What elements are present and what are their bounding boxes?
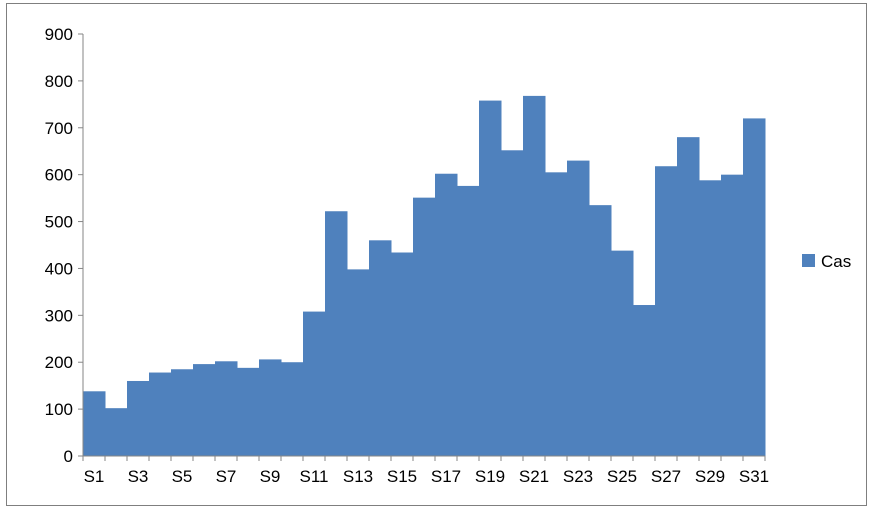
bar-s25 <box>611 250 634 456</box>
legend: Cas <box>802 252 851 271</box>
x-tick-label: S1 <box>84 467 105 486</box>
y-tick-label: 300 <box>45 306 73 325</box>
chart-frame: 0 100 200 300 400 500 600 700 800 900 S1 S3 S5 S7 S9 S… <box>6 3 867 506</box>
x-tick-label: S23 <box>563 467 593 486</box>
bar-s15 <box>391 252 414 456</box>
y-tick-label: 900 <box>45 25 73 44</box>
bar-s29 <box>699 180 722 456</box>
bar-s3 <box>127 380 150 456</box>
x-tick-label: S25 <box>607 467 637 486</box>
x-tick-label: S17 <box>431 467 461 486</box>
x-tick-label: S7 <box>216 467 237 486</box>
x-tick-label: S11 <box>300 467 329 486</box>
y-tick-label: 0 <box>64 447 73 466</box>
bar-s5 <box>171 369 194 456</box>
bar-s11 <box>303 311 326 456</box>
bar-s19 <box>479 100 502 457</box>
y-axis-ticks: 0 100 200 300 400 500 600 700 800 900 <box>45 25 83 466</box>
y-tick-label: 100 <box>45 400 73 419</box>
x-tick-label: S19 <box>475 467 505 486</box>
bars-group <box>83 95 766 457</box>
x-tick-label: S5 <box>172 467 193 486</box>
bar-s28 <box>677 137 700 456</box>
bar-s16 <box>413 197 436 457</box>
x-tick-label: S3 <box>128 467 149 486</box>
y-tick-label: 800 <box>45 72 73 91</box>
x-tick-label: S31 <box>739 467 769 486</box>
y-tick-label: 200 <box>45 353 73 372</box>
x-tick-label: S29 <box>695 467 725 486</box>
bar-s7 <box>215 361 238 456</box>
bar-s31 <box>743 118 766 457</box>
bar-s21 <box>523 95 546 456</box>
x-tick-label: S9 <box>260 467 281 486</box>
y-tick-label: 700 <box>45 119 73 138</box>
x-tick-label: S27 <box>651 467 681 486</box>
bar-s10 <box>281 362 304 456</box>
y-tick-label: 600 <box>45 166 73 185</box>
bar-s17 <box>435 173 458 456</box>
x-tick-label: S13 <box>343 467 373 486</box>
bar-s14 <box>369 240 392 456</box>
y-tick-label: 400 <box>45 259 73 278</box>
bar-s23 <box>567 160 590 456</box>
bar-s20 <box>501 150 524 457</box>
bar-s22 <box>545 172 568 457</box>
legend-label-cas: Cas <box>821 252 851 271</box>
bar-s1 <box>83 391 106 456</box>
bar-s4 <box>149 372 172 456</box>
x-axis-ticks: S1 S3 S5 S7 S9 S11 S13 S15 S17 S19 S21 S23 S25 S27 S29… <box>82 456 769 486</box>
bar-s6 <box>193 364 216 456</box>
y-tick-label: 500 <box>45 213 73 232</box>
bar-s12 <box>325 211 348 456</box>
bar-s2 <box>105 408 128 456</box>
bar-s26 <box>633 305 656 456</box>
x-tick-label: S21 <box>519 467 549 486</box>
bar-s13 <box>347 269 370 456</box>
bar-s18 <box>457 185 480 457</box>
bar-s9 <box>259 359 282 456</box>
legend-swatch-cas <box>802 254 815 267</box>
bar-s24 <box>589 205 612 456</box>
bar-s30 <box>721 174 744 456</box>
bar-s8 <box>237 367 260 456</box>
bar-s27 <box>655 166 678 456</box>
x-tick-label: S15 <box>387 467 417 486</box>
